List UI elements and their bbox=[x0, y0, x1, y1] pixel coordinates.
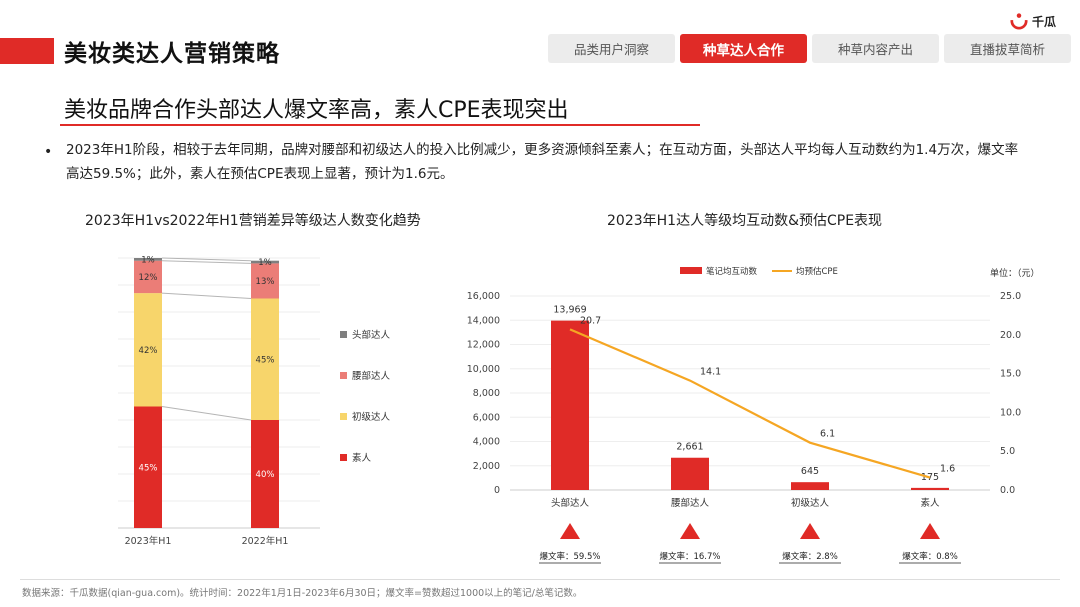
x-tick-label: 2022年H1 bbox=[242, 535, 289, 547]
section-tabs: 品类用户洞察 种草达人合作 种草内容产出 直播拔草简析 bbox=[548, 34, 1071, 63]
combo-bar-line-chart: 0 2,000 4,000 6,000 8,000 10,000 12,000 14,000 1… bbox=[467, 266, 1021, 564]
legend-line-label: 均预估CPE bbox=[796, 266, 838, 277]
legend-label: 头部达人 bbox=[352, 329, 391, 341]
y-left-tick-label: 10,000 bbox=[467, 364, 500, 375]
bar-data-label: 13,969 bbox=[553, 305, 586, 316]
triangle-marker-icon bbox=[680, 523, 700, 539]
legend-label: 腰部达人 bbox=[352, 370, 391, 382]
line-data-label: 1.6 bbox=[940, 464, 955, 475]
tab-category-insight[interactable]: 品类用户洞察 bbox=[548, 34, 675, 63]
connector-line bbox=[161, 257, 252, 262]
y-right-tick-label: 5.0 bbox=[1000, 446, 1015, 457]
footer-divider bbox=[20, 579, 1060, 580]
line-data-label: 20.7 bbox=[580, 315, 601, 326]
y-left-tick-label: 14,000 bbox=[467, 315, 500, 326]
triangle-marker-icon bbox=[920, 523, 940, 539]
bar-segment bbox=[134, 293, 162, 407]
brand-logo: 千瓜 bbox=[1010, 12, 1056, 30]
slide-subtitle: 美妆品牌合作头部达人爆文率高，素人CPE表现突出 bbox=[64, 98, 569, 123]
bar-segment bbox=[134, 260, 162, 294]
footer-source: 数据来源：千瓜数据(qian-gua.com)。统计时间：2022年1月1日-2… bbox=[22, 588, 583, 599]
y-right-tick-label: 15.0 bbox=[1000, 369, 1021, 380]
bar bbox=[911, 487, 949, 490]
bar-data-label: 2,661 bbox=[676, 442, 703, 453]
right-chart-title: 2023年H1达人等级均互动数&预估CPE表现 bbox=[607, 213, 883, 229]
viral-rate-label: 爆文率：16.7% bbox=[659, 551, 720, 562]
qiangua-logo-icon bbox=[1010, 12, 1028, 30]
bar-segment bbox=[251, 420, 279, 528]
bar-segment bbox=[251, 263, 279, 299]
data-label: 1% bbox=[141, 255, 155, 265]
x-tick-label: 腰部达人 bbox=[671, 497, 710, 509]
legend-bar-swatch bbox=[680, 267, 702, 274]
legend-label: 初级达人 bbox=[352, 411, 391, 423]
triangle-marker-icon bbox=[560, 523, 580, 539]
bullet-dot: • bbox=[44, 144, 53, 160]
data-label: 1% bbox=[258, 258, 272, 268]
y-left-tick-label: 0 bbox=[494, 485, 500, 496]
data-label: 42% bbox=[139, 346, 158, 356]
legend-bar-label: 笔记均互动数 bbox=[706, 266, 758, 277]
cpe-line bbox=[569, 328, 931, 479]
data-label: 13% bbox=[256, 277, 275, 287]
data-label: 45% bbox=[256, 355, 275, 365]
y-left-tick-label: 16,000 bbox=[467, 291, 500, 302]
logo-text: 千瓜 bbox=[1032, 14, 1057, 29]
data-label: 45% bbox=[139, 463, 158, 473]
x-tick-label: 素人 bbox=[920, 497, 940, 509]
y-right-tick-label: 0.0 bbox=[1000, 485, 1015, 496]
subtitle-underline bbox=[60, 124, 700, 126]
bar bbox=[671, 457, 709, 490]
x-tick-label: 头部达人 bbox=[551, 497, 590, 509]
tab-content-output[interactable]: 种草内容产出 bbox=[812, 34, 939, 63]
line-data-label: 14.1 bbox=[700, 367, 721, 378]
tab-livestream-analysis[interactable]: 直播拔草简析 bbox=[944, 34, 1071, 63]
legend-swatch bbox=[340, 372, 347, 379]
line-data-label: 6.1 bbox=[820, 429, 835, 440]
triangle-marker-icon bbox=[800, 523, 820, 539]
connector-line bbox=[161, 292, 252, 299]
data-label: 40% bbox=[256, 470, 275, 480]
connector-line bbox=[161, 260, 252, 264]
y-left-tick-label: 2,000 bbox=[473, 461, 500, 472]
legend-swatch bbox=[340, 454, 347, 461]
viral-rate-label: 爆文率：2.8% bbox=[782, 551, 838, 562]
bar-segment bbox=[134, 258, 162, 261]
bar-data-label: 645 bbox=[801, 466, 819, 477]
y-right-tick-label: 25.0 bbox=[1000, 291, 1021, 302]
x-tick-label: 初级达人 bbox=[791, 497, 830, 509]
tab-kol-cooperation[interactable]: 种草达人合作 bbox=[680, 34, 807, 63]
left-chart-title: 2023年H1vs2022年H1营销差异等级达人数变化趋势 bbox=[85, 213, 421, 229]
title-accent-bar bbox=[0, 38, 54, 64]
legend-label: 素人 bbox=[352, 452, 372, 464]
stacked-bar-chart: 45% 42% 12% 1% 2023年H1 40% 45% 13% 1% 2022年H1 头部达人… bbox=[118, 255, 391, 547]
y-left-tick-label: 12,000 bbox=[467, 340, 500, 351]
bar-segment bbox=[134, 406, 162, 528]
legend-swatch bbox=[340, 413, 347, 420]
viral-rate-label: 爆文率：0.8% bbox=[902, 551, 958, 562]
y-left-tick-label: 4,000 bbox=[473, 437, 500, 448]
y-left-tick-label: 6,000 bbox=[473, 412, 500, 423]
legend-swatch bbox=[340, 331, 347, 338]
y-right-tick-label: 20.0 bbox=[1000, 330, 1021, 341]
connector-line bbox=[161, 406, 252, 421]
bar-segment bbox=[251, 260, 279, 264]
summary-bullet: 2023年H1阶段，相较于去年同期，品牌对腰部和初级达人的投入比例减少，更多资源… bbox=[66, 142, 1019, 182]
y-left-tick-label: 8,000 bbox=[473, 388, 500, 399]
data-label: 12% bbox=[139, 273, 158, 283]
x-tick-label: 2023年H1 bbox=[125, 535, 172, 547]
bar bbox=[791, 482, 829, 490]
page-title: 美妆类达人营销策略 bbox=[64, 41, 280, 67]
right-axis-unit: 单位：（元） bbox=[990, 269, 1040, 279]
y-right-tick-label: 10.0 bbox=[1000, 407, 1021, 418]
bar-segment bbox=[251, 298, 279, 420]
viral-rate-label: 爆文率：59.5% bbox=[539, 551, 600, 562]
bar bbox=[551, 320, 589, 490]
